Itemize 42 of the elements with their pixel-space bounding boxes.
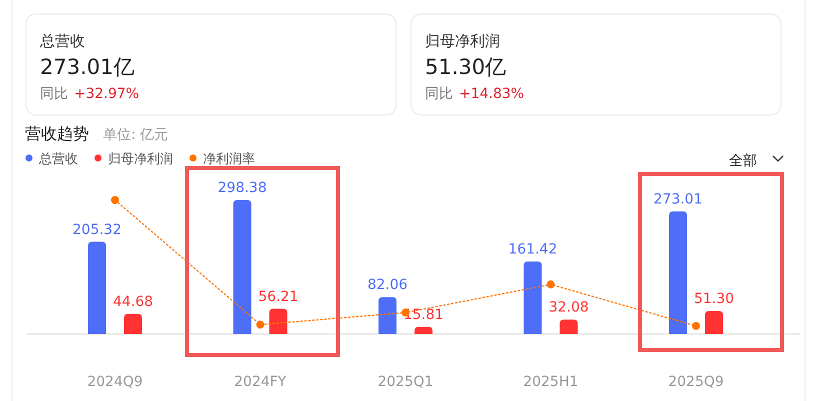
chart-title: 营收趋势 [25, 124, 89, 143]
text: 同比 [40, 86, 68, 102]
bar [705, 310, 723, 334]
x-tick-label: 2025H1 [523, 374, 578, 390]
legend-label: 总营收 [38, 152, 78, 167]
data-label: 82.06 [367, 277, 408, 294]
x-tick-label: 2024Q9 [87, 374, 143, 390]
bar [414, 326, 432, 334]
bar [124, 314, 142, 334]
bar [524, 262, 542, 334]
text: 273.01亿 [40, 55, 134, 79]
data-label: 205.32 [72, 222, 122, 238]
text: 同比 [425, 86, 453, 102]
x-tick-label: 2024FY [234, 374, 287, 390]
chart-subtitle: 单位: 亿元 [103, 127, 168, 143]
point [256, 320, 264, 329]
x-tick-label: 2025Q1 [378, 374, 434, 390]
bar [269, 308, 288, 334]
bar [378, 297, 396, 334]
point [111, 196, 119, 204]
data-label: 56.21 [258, 288, 298, 305]
data-label: 51.30 [694, 290, 734, 307]
bar [560, 320, 578, 334]
text: 全部 [729, 153, 757, 169]
text: +14.83% [459, 86, 524, 102]
text: 归母净利润 [425, 32, 500, 50]
data-label: 273.01 [654, 191, 702, 208]
legend-label: 净利润率 [203, 151, 255, 167]
point [546, 280, 555, 288]
text: 总营收 [39, 32, 85, 50]
x-tick-label: 2025Q9 [668, 374, 724, 390]
bar [233, 200, 252, 334]
data-label: 298.38 [218, 180, 267, 196]
data-label: 32.08 [548, 300, 589, 316]
text: +32.97% [74, 86, 140, 102]
text: 51.30亿 [425, 55, 506, 79]
point [692, 322, 700, 330]
data-label: 44.68 [112, 294, 154, 310]
bar [88, 242, 106, 334]
data-label: 161.42 [508, 242, 558, 258]
bar [669, 211, 687, 334]
legend-label: 归母净利润 [108, 152, 173, 167]
